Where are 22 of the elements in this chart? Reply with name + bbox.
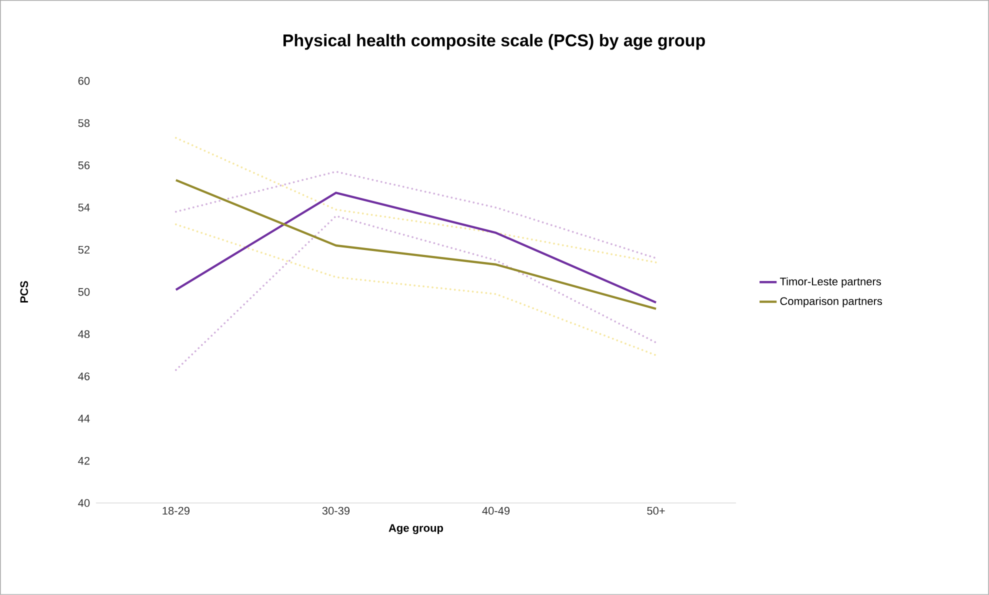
- y-axis-title: PCS: [20, 281, 28, 303]
- x-tick-label: 40-49: [482, 506, 510, 515]
- chart-title: Physical health composite scale (PCS) by age group: [283, 34, 705, 50]
- x-tick-label: 50+: [647, 506, 665, 515]
- y-tick-label: 56: [78, 161, 90, 170]
- x-tick-label: 30-39: [322, 506, 350, 515]
- line-series: [174, 136, 658, 264]
- x-tick-label: 18-29: [162, 506, 190, 515]
- y-tick-label: 60: [78, 77, 90, 85]
- y-tick-label: 52: [78, 246, 90, 254]
- y-tick-label: 42: [78, 457, 90, 465]
- legend-label: Comparison partners: [780, 297, 882, 308]
- x-axis-title: Age group: [388, 524, 444, 534]
- legend-label: Timor-Leste partners: [780, 277, 881, 288]
- line-series: [174, 170, 658, 260]
- y-tick-label: 44: [78, 414, 90, 422]
- y-tick-label: 58: [78, 119, 90, 128]
- y-tick-label: 54: [78, 204, 90, 212]
- y-tick-label: 46: [78, 372, 90, 380]
- y-tick-label: 48: [78, 330, 90, 338]
- y-tick-label: 50: [78, 288, 90, 296]
- y-tick-label: 40: [78, 499, 90, 507]
